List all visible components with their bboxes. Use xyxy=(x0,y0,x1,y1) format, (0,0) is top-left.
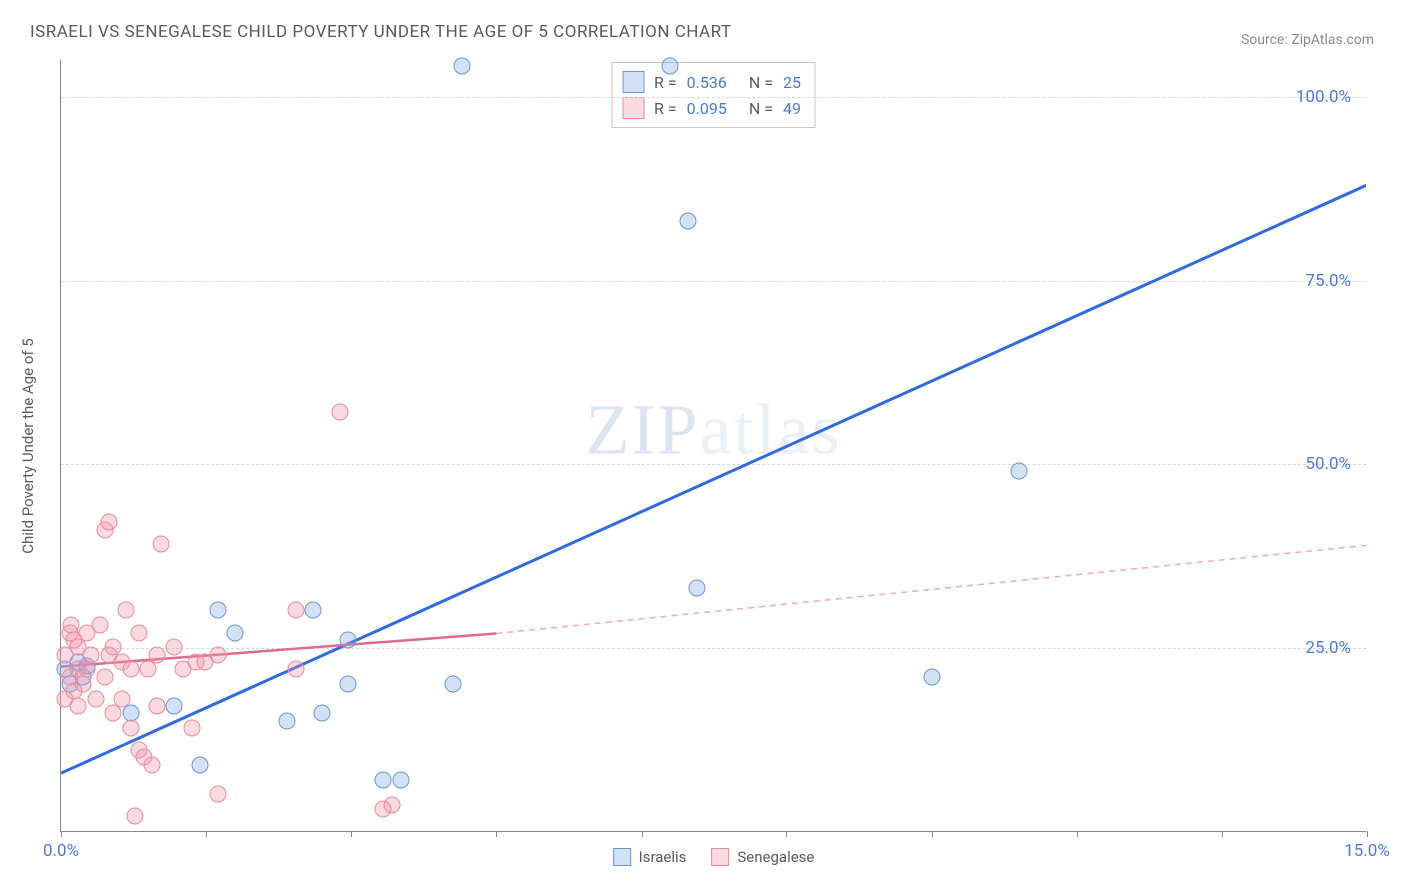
watermark-text: ZIPatlas xyxy=(586,389,842,472)
scatter-point xyxy=(166,698,183,715)
scatter-point xyxy=(923,668,940,685)
scatter-point xyxy=(305,602,322,619)
scatter-point xyxy=(209,786,226,803)
scatter-point xyxy=(113,690,130,707)
legend-n-label: N = xyxy=(749,99,773,118)
scatter-point xyxy=(127,808,144,825)
scatter-point xyxy=(227,624,244,641)
legend-r-label: R = xyxy=(654,99,677,118)
scatter-point xyxy=(148,698,165,715)
scatter-point xyxy=(331,403,348,420)
x-tick-mark xyxy=(1077,831,1078,837)
scatter-point xyxy=(70,698,87,715)
scatter-point xyxy=(153,536,170,553)
scatter-point xyxy=(453,58,470,75)
legend-n-value: 25 xyxy=(783,73,801,92)
legend-swatch xyxy=(613,848,631,866)
scatter-point xyxy=(87,690,104,707)
scatter-point xyxy=(122,661,139,678)
y-tick-label: 50.0% xyxy=(1305,454,1351,474)
gridline-h xyxy=(61,281,1366,282)
scatter-point xyxy=(96,668,113,685)
scatter-point xyxy=(144,756,161,773)
legend-series-item: Senegalese xyxy=(711,848,814,866)
scatter-point xyxy=(131,624,148,641)
gridline-h xyxy=(61,97,1366,98)
legend-r-value: 0.536 xyxy=(687,73,727,92)
legend-correlation-row: R = 0.536 N = 25 xyxy=(622,69,801,95)
scatter-point xyxy=(392,771,409,788)
x-tick-mark xyxy=(61,831,62,837)
legend-n-value: 49 xyxy=(783,99,801,118)
x-tick-mark xyxy=(1222,831,1223,837)
x-tick-mark xyxy=(206,831,207,837)
legend-correlation-row: R = 0.095 N = 49 xyxy=(622,95,801,121)
series-legend: Israelis Senegalese xyxy=(613,848,815,866)
chart-title: ISRAELI VS SENEGALESE CHILD POVERTY UNDE… xyxy=(30,22,732,42)
scatter-point xyxy=(288,602,305,619)
legend-swatch xyxy=(622,97,644,119)
x-tick-mark xyxy=(351,831,352,837)
legend-swatch xyxy=(711,848,729,866)
y-tick-label: 75.0% xyxy=(1305,271,1351,291)
scatter-point xyxy=(79,661,96,678)
scatter-point xyxy=(688,580,705,597)
scatter-point xyxy=(192,756,209,773)
gridline-h xyxy=(61,648,1366,649)
scatter-point xyxy=(92,617,109,634)
scatter-point xyxy=(83,646,100,663)
x-tick-mark xyxy=(496,831,497,837)
scatter-point xyxy=(183,720,200,737)
scatter-point xyxy=(314,705,331,722)
x-tick-label: 15.0% xyxy=(1344,841,1390,861)
x-tick-mark xyxy=(932,831,933,837)
scatter-point xyxy=(148,646,165,663)
x-tick-mark xyxy=(1367,831,1368,837)
scatter-point xyxy=(383,797,400,814)
gridline-h xyxy=(61,464,1366,465)
trendlines-svg xyxy=(61,60,1366,831)
scatter-point xyxy=(288,661,305,678)
scatter-point xyxy=(1010,462,1027,479)
scatter-point xyxy=(340,631,357,648)
scatter-point xyxy=(679,212,696,229)
scatter-point xyxy=(209,646,226,663)
legend-r-value: 0.095 xyxy=(687,99,727,118)
y-tick-label: 100.0% xyxy=(1296,87,1351,107)
correlation-legend: R = 0.536 N = 25 R = 0.095 N = 49 xyxy=(611,62,816,128)
scatter-point xyxy=(375,771,392,788)
scatter-point xyxy=(74,675,91,692)
x-tick-mark xyxy=(786,831,787,837)
scatter-point xyxy=(279,712,296,729)
x-tick-label: 0.0% xyxy=(43,841,79,861)
x-tick-mark xyxy=(642,831,643,837)
scatter-point xyxy=(100,514,117,531)
scatter-point xyxy=(340,675,357,692)
scatter-point xyxy=(105,705,122,722)
scatter-point xyxy=(662,58,679,75)
legend-r-label: R = xyxy=(654,73,677,92)
legend-series-item: Israelis xyxy=(613,848,687,866)
scatter-point xyxy=(140,661,157,678)
y-axis-label: Child Poverty Under the Age of 5 xyxy=(19,338,37,554)
legend-series-label: Israelis xyxy=(639,848,687,866)
y-tick-label: 25.0% xyxy=(1305,638,1351,658)
legend-n-label: N = xyxy=(749,73,773,92)
scatter-point xyxy=(444,675,461,692)
legend-series-label: Senegalese xyxy=(737,848,814,866)
chart-plot-area: ZIPatlas R = 0.536 N = 25 R = 0.095 N = … xyxy=(60,60,1366,832)
scatter-point xyxy=(118,602,135,619)
scatter-point xyxy=(122,720,139,737)
scatter-point xyxy=(166,639,183,656)
scatter-point xyxy=(209,602,226,619)
source-attribution: Source: ZipAtlas.com xyxy=(1241,32,1374,48)
legend-swatch xyxy=(622,71,644,93)
